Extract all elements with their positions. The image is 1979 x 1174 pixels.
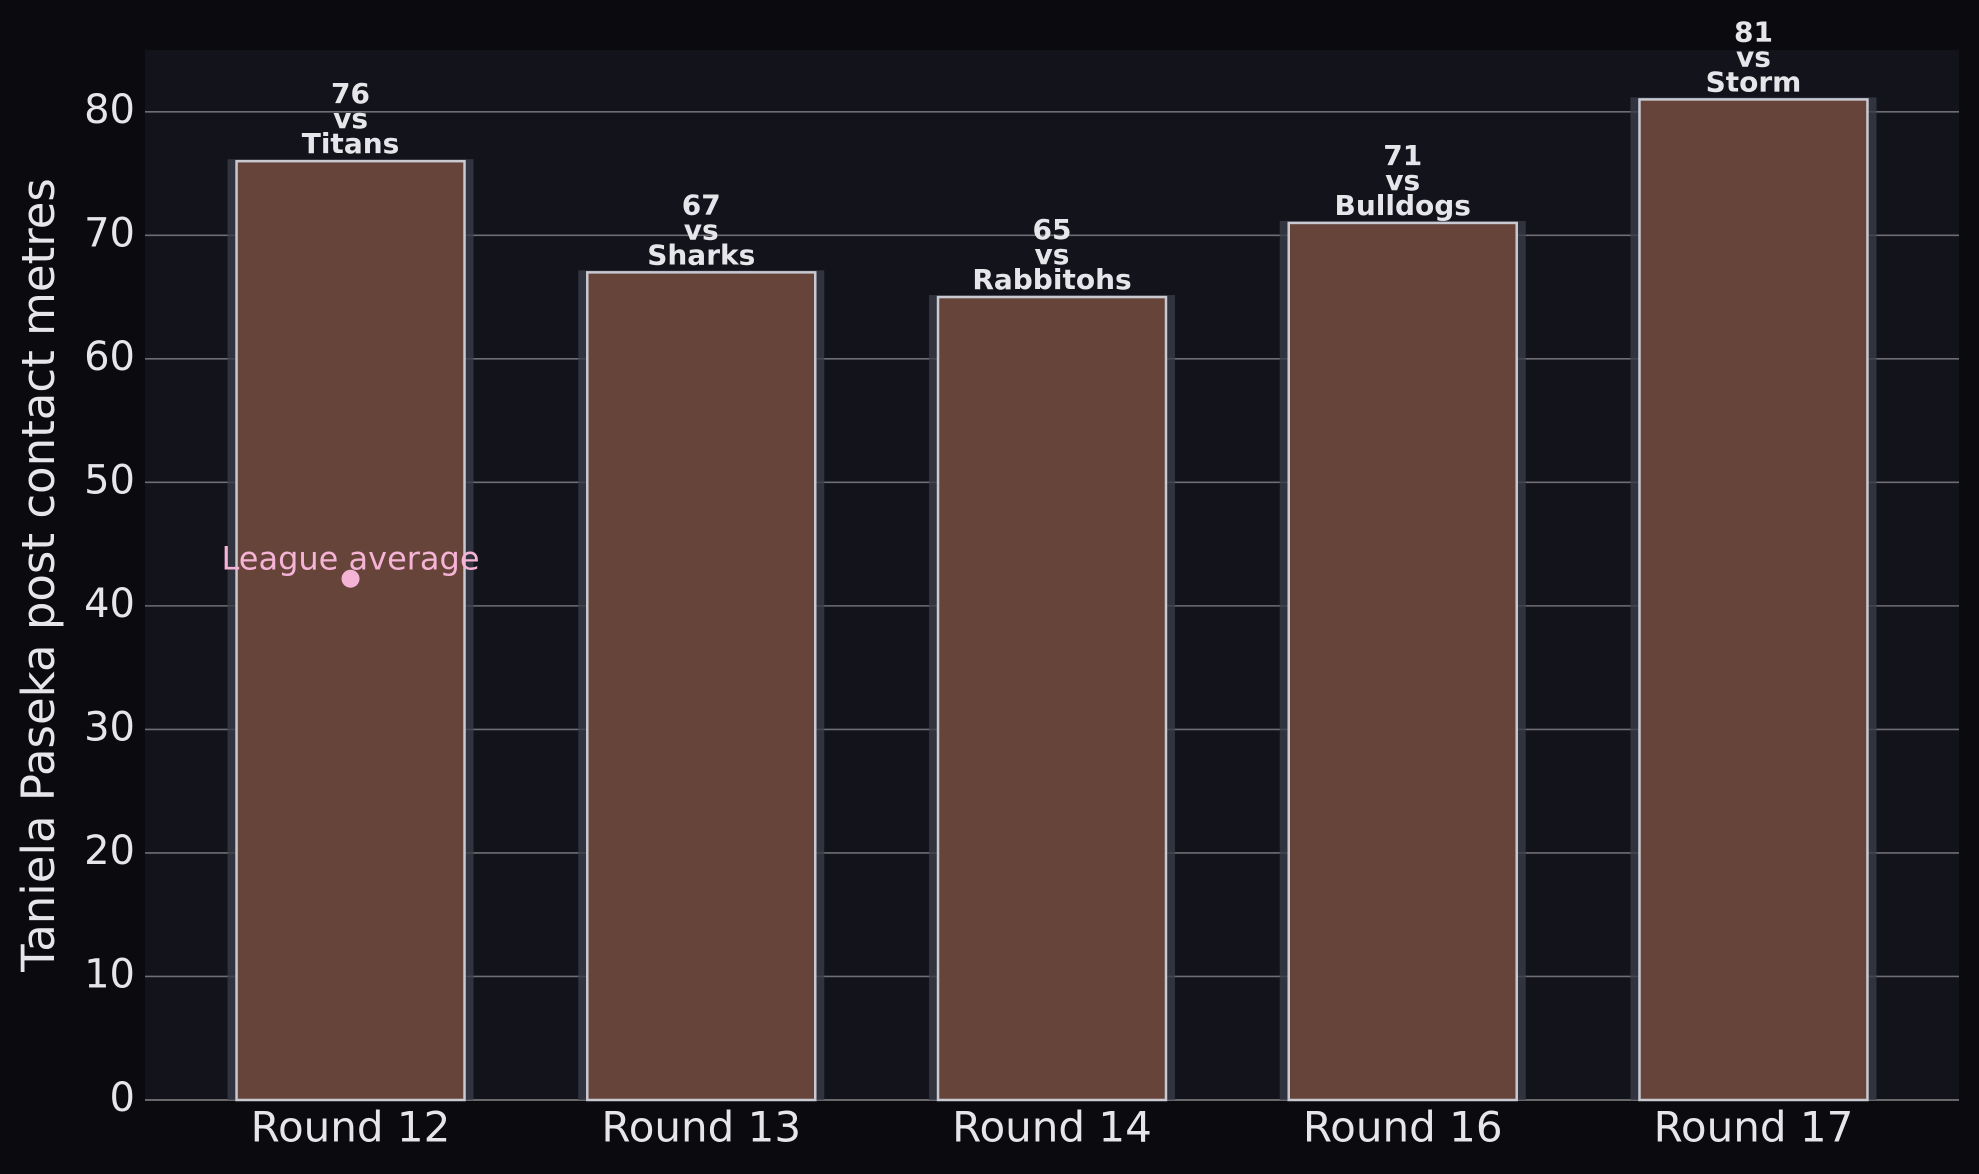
y-tick-label: 60 <box>84 334 135 380</box>
opponent-label: Rabbitohs <box>972 263 1131 296</box>
bar <box>1638 98 1869 1102</box>
versus-label: vs <box>684 213 719 246</box>
y-tick-label: 40 <box>84 581 135 627</box>
value-label: 76 <box>331 77 370 110</box>
y-tick-label: 80 <box>84 87 135 133</box>
opponent-label: Storm <box>1706 65 1802 98</box>
league-average-label: League average <box>222 540 480 578</box>
opponent-label: Bulldogs <box>1335 189 1471 222</box>
x-tick-label: Round 13 <box>601 1103 801 1152</box>
x-tick-label: Round 17 <box>1654 1103 1854 1152</box>
versus-label: vs <box>1035 238 1070 271</box>
value-label: 81 <box>1734 15 1773 48</box>
bar <box>936 295 1168 1102</box>
y-tick-label: 70 <box>84 210 135 256</box>
y-tick-label: 0 <box>110 1075 135 1121</box>
league-average-point <box>341 569 360 588</box>
versus-label: vs <box>1736 40 1771 73</box>
bar <box>235 159 466 1102</box>
value-label: 67 <box>682 188 721 221</box>
opponent-label: Sharks <box>647 238 755 271</box>
bar <box>586 271 817 1102</box>
opponent-label: Titans <box>302 127 400 160</box>
versus-label: vs <box>1385 164 1420 197</box>
y-tick-label: 50 <box>84 457 135 503</box>
y-tick-label: 30 <box>84 704 135 750</box>
versus-label: vs <box>333 102 368 135</box>
x-tick-label: Round 16 <box>1303 1103 1503 1152</box>
y-tick-label: 20 <box>84 828 135 874</box>
x-tick-label: Round 14 <box>952 1103 1152 1152</box>
x-tick-label: Round 12 <box>251 1103 451 1152</box>
y-tick-label: 10 <box>84 951 135 997</box>
value-label: 71 <box>1383 139 1422 172</box>
value-label: 65 <box>1033 213 1072 246</box>
bar <box>1287 221 1518 1102</box>
y-axis-label: Taniela Paseka post contact metres <box>12 178 65 973</box>
